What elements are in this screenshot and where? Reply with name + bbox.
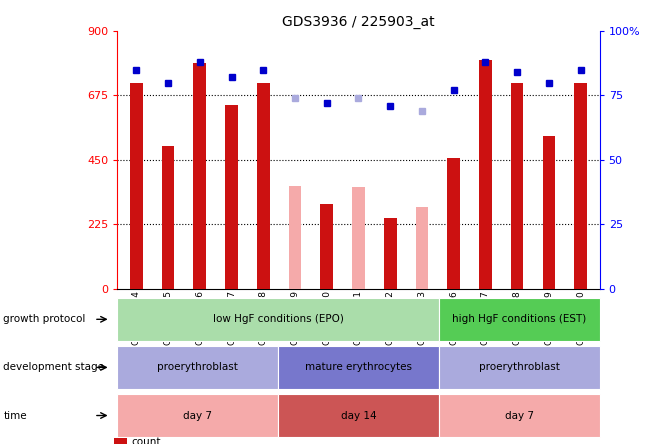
Bar <box>278 394 439 437</box>
Bar <box>225 106 238 289</box>
Bar <box>130 83 143 289</box>
Bar <box>574 83 587 289</box>
Bar <box>511 83 523 289</box>
Text: time: time <box>3 411 27 420</box>
Text: proerythroblast: proerythroblast <box>157 362 238 373</box>
Bar <box>117 394 278 437</box>
Bar <box>320 204 333 289</box>
Bar <box>439 394 600 437</box>
Text: day 7: day 7 <box>183 411 212 420</box>
Bar <box>117 346 278 389</box>
Title: GDS3936 / 225903_at: GDS3936 / 225903_at <box>282 15 435 29</box>
Bar <box>278 346 439 389</box>
Text: high HgF conditions (EST): high HgF conditions (EST) <box>452 314 586 324</box>
Text: low HgF conditions (EPO): low HgF conditions (EPO) <box>212 314 344 324</box>
Bar <box>352 187 364 289</box>
Bar <box>161 146 174 289</box>
Bar <box>439 346 600 389</box>
Text: development stage: development stage <box>3 362 105 373</box>
Bar <box>448 159 460 289</box>
Bar <box>194 63 206 289</box>
Text: count: count <box>132 437 161 444</box>
Bar <box>439 297 600 341</box>
Bar <box>543 135 555 289</box>
Text: mature erythrocytes: mature erythrocytes <box>305 362 412 373</box>
Text: day 14: day 14 <box>340 411 377 420</box>
Bar <box>114 438 127 444</box>
Bar <box>415 207 428 289</box>
Bar <box>479 59 492 289</box>
Bar <box>289 186 302 289</box>
Text: proerythroblast: proerythroblast <box>479 362 559 373</box>
Bar <box>257 83 269 289</box>
Bar <box>384 218 397 289</box>
Text: day 7: day 7 <box>505 411 534 420</box>
Bar <box>117 297 439 341</box>
Text: growth protocol: growth protocol <box>3 314 86 324</box>
